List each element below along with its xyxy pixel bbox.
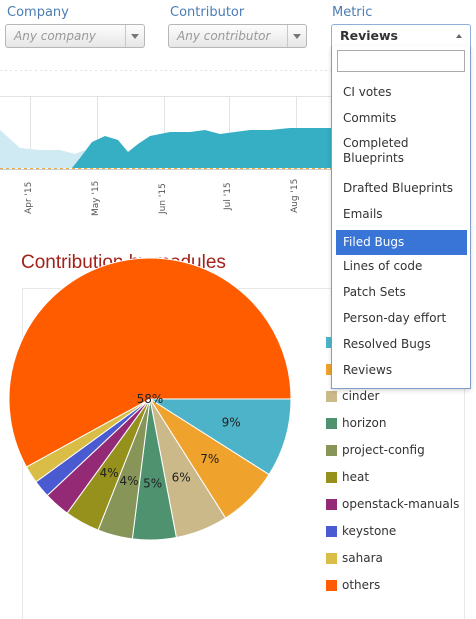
pie-data-label: 9% — [222, 416, 241, 430]
pie-slice-0[interactable] — [148, 398, 292, 476]
contributor-label: Contributor — [170, 5, 245, 20]
pie-slice-others[interactable] — [8, 257, 292, 468]
legend-swatch — [326, 499, 337, 510]
contributor-select[interactable]: Any contributor — [168, 24, 307, 48]
legend-label: project-config — [342, 443, 425, 457]
legend-label: cinder — [342, 389, 380, 403]
company-select[interactable]: Any company — [5, 24, 145, 48]
metric-option-commits[interactable]: Commits — [343, 110, 397, 125]
legend-label: heat — [342, 470, 370, 484]
activity-timeline-chart — [0, 70, 340, 170]
legend-swatch — [326, 418, 337, 429]
metric-option-ci-votes[interactable]: CI votes — [343, 84, 392, 99]
legend-swatch — [326, 391, 337, 402]
metric-option-emails[interactable]: Emails — [343, 206, 383, 221]
contributor-placeholder: Any contributor — [177, 29, 271, 43]
legend-swatch — [326, 526, 337, 537]
timeline-area-light — [0, 130, 88, 168]
legend-label: horizon — [342, 416, 387, 430]
metric-option-lines-of-code[interactable]: Lines of code — [343, 258, 423, 273]
legend-label: others — [342, 578, 381, 592]
timeline-area-main — [72, 128, 332, 168]
company-placeholder: Any company — [14, 29, 97, 43]
metric-option-person-day-effort[interactable]: Person-day effort — [343, 310, 447, 325]
legend-swatch — [326, 445, 337, 456]
chevron-down-icon[interactable] — [287, 25, 306, 47]
pie-data-label: 58% — [137, 392, 164, 406]
metric-option-completed-blueprints[interactable]: Completed Blueprints — [343, 136, 409, 165]
metric-selected-value: Reviews — [340, 28, 399, 43]
pie-data-label: 5% — [143, 477, 162, 491]
metric-option-resolved-bugs[interactable]: Resolved Bugs — [343, 336, 431, 351]
chevron-down-icon[interactable] — [125, 25, 144, 47]
metric-select[interactable]: Reviews — [331, 24, 471, 48]
metric-dropdown-list[interactable]: CI votes Commits Completed Blueprints Draft… — [331, 46, 471, 389]
metric-label: Metric — [332, 5, 373, 20]
legend-swatch — [326, 472, 337, 483]
metric-option-patch-sets[interactable]: Patch Sets — [343, 284, 406, 299]
pie-data-label: 4% — [119, 474, 138, 488]
metric-option-drafted-blueprints[interactable]: Drafted Blueprints — [343, 180, 454, 195]
metric-option-filed-bugs[interactable]: Filed Bugs — [336, 230, 467, 255]
legend-swatch — [326, 553, 337, 564]
legend-label: keystone — [342, 524, 397, 538]
metric-option-reviews[interactable]: Reviews — [343, 362, 393, 377]
company-label: Company — [7, 5, 69, 20]
pie-data-label: 6% — [172, 471, 191, 485]
legend-label: sahara — [342, 551, 383, 565]
metric-search-input[interactable] — [337, 50, 465, 72]
legend-label: openstack-manuals — [342, 497, 460, 511]
legend-swatch — [326, 580, 337, 591]
pie-data-label: 4% — [100, 466, 119, 480]
pie-data-label: 7% — [200, 452, 219, 466]
chevron-up-icon[interactable] — [456, 34, 462, 38]
